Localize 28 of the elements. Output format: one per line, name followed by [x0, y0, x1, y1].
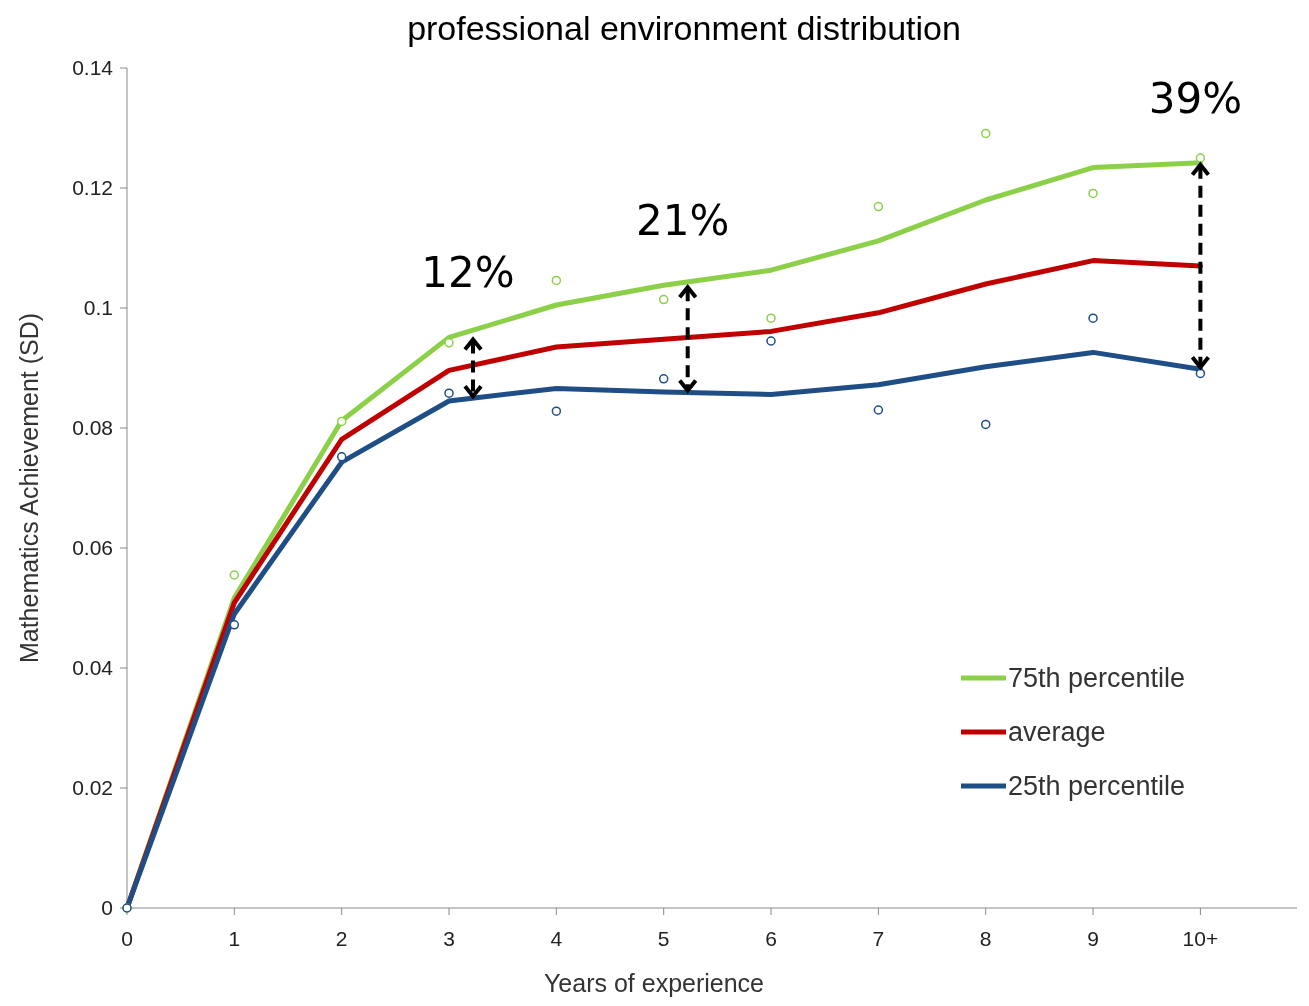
y-tick-label: 0: [101, 896, 113, 920]
y-tick-label: 0.08: [72, 416, 113, 440]
x-tick-label: 4: [550, 927, 563, 950]
y-tick-label: 0.04: [72, 656, 114, 680]
annotation: 21%: [636, 196, 730, 246]
legend-label: average: [1008, 717, 1106, 748]
annotation: 39%: [1148, 73, 1243, 123]
x-axis-title: Years of experience: [543, 969, 765, 997]
y-tick-label: 0.1: [83, 296, 113, 320]
x-tick-label: 8: [979, 927, 992, 950]
x-tick-label: 2: [335, 927, 348, 950]
legend-label: 75th percentile: [1008, 663, 1186, 694]
x-tick-label: 9: [1087, 927, 1099, 950]
y-tick-label: 0.14: [72, 56, 114, 80]
y-tick-label: 0.12: [72, 176, 113, 200]
x-tick-label: 6: [765, 927, 777, 950]
x-tick-label: 7: [872, 927, 885, 950]
x-tick-label: 1: [228, 927, 241, 950]
annotation: 12%: [421, 248, 515, 298]
y-axis-title: Mathematics Achievement (SD): [15, 312, 43, 664]
y-tick-label: 0.02: [72, 776, 113, 800]
x-tick-label: 0: [121, 927, 133, 950]
chart-title: professional environment distribution: [407, 9, 961, 47]
x-tick-label: 10+: [1182, 927, 1219, 950]
legend-label: 25th percentile: [1008, 771, 1186, 802]
x-tick-label: 3: [443, 927, 455, 950]
x-tick-label: 5: [657, 927, 670, 950]
y-tick-label: 0.06: [72, 536, 113, 560]
